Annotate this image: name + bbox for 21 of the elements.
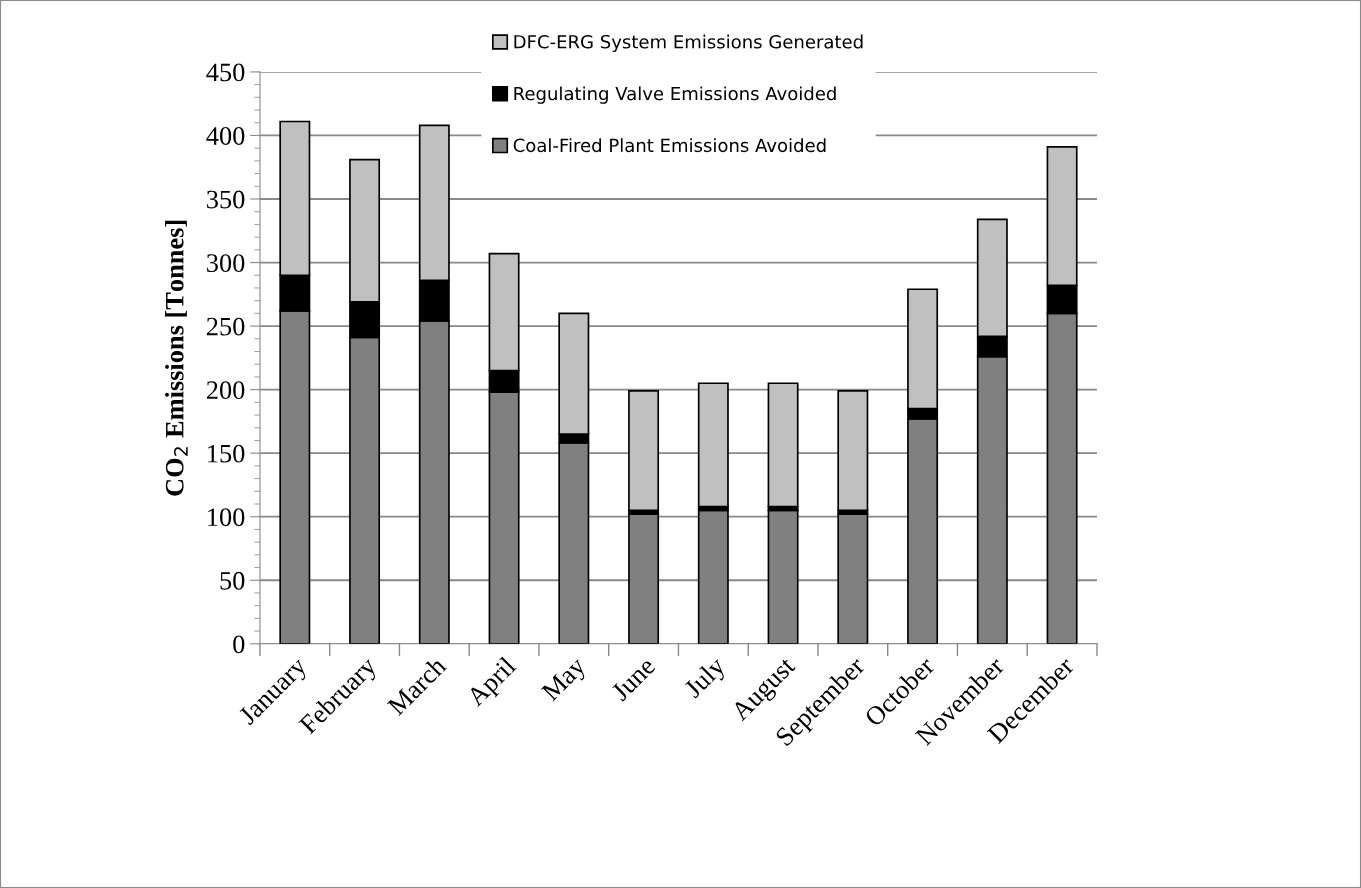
y-tick-label: 200 <box>206 381 245 400</box>
y-tick-label: 100 <box>208 508 245 527</box>
y-tick-label: 450 <box>206 63 245 82</box>
x-tick-label: July <box>682 654 731 703</box>
x-tick-label: June <box>610 656 657 702</box>
y-tick-label: 400 <box>206 127 245 145</box>
x-tick-label: May <box>540 655 591 706</box>
y-tick-label: 50 <box>220 571 245 590</box>
legend-label: Coal-Fired Plant Emissions Avoided <box>513 138 826 153</box>
y-tick-label: 300 <box>207 254 245 272</box>
legend-label: Regulating Valve Emissions Avoided <box>514 86 836 104</box>
y-tick-label: 250 <box>206 317 245 336</box>
legend-label: DFC-ERG System Emissions Generated <box>514 34 863 53</box>
bar <box>837 390 869 512</box>
y-tick-label: 0 <box>233 635 245 654</box>
bar <box>767 382 799 508</box>
y-tick-label: 150 <box>208 444 245 463</box>
y-axis-title: CO$_{2}$ Emissions [Tonnes] <box>165 220 188 496</box>
y-tick-label: 350 <box>207 190 245 209</box>
bar <box>628 390 660 512</box>
bar <box>697 382 729 508</box>
